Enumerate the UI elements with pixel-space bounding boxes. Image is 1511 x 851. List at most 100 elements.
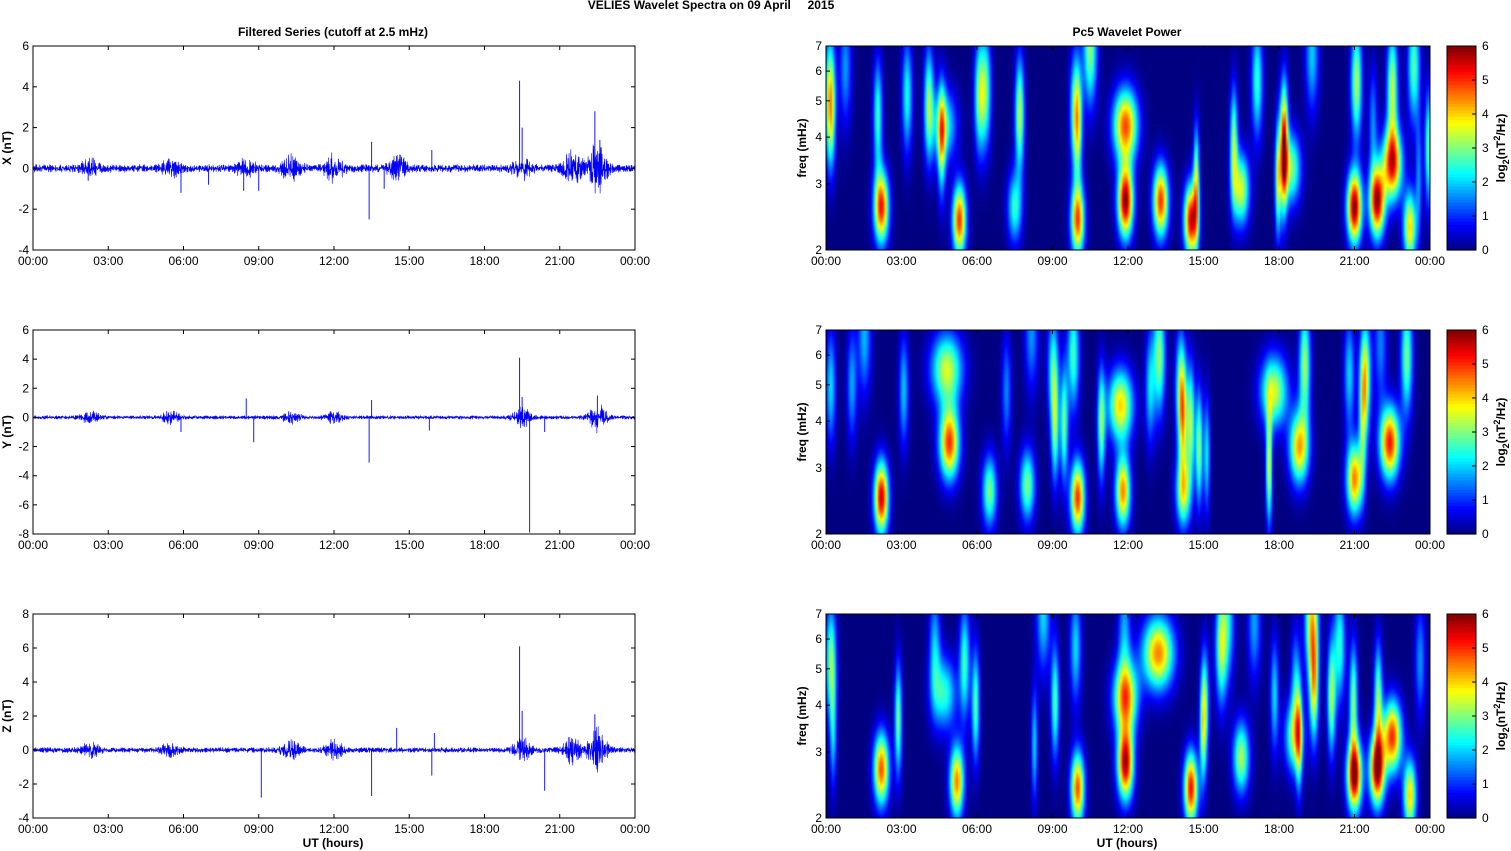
colorbar-swatch — [1447, 333, 1476, 337]
y-tick-label: 5 — [815, 378, 822, 392]
colorbar-tick-label: 6 — [1482, 39, 1489, 53]
colorbar-swatch — [1447, 227, 1476, 232]
colorbar-swatch — [1447, 805, 1476, 810]
y-tick-label: 5 — [815, 94, 822, 108]
colorbar-swatch — [1447, 65, 1476, 69]
colorbar-swatch — [1447, 221, 1476, 226]
colorbar-swatch — [1447, 170, 1476, 175]
colorbar-swatch — [1447, 470, 1476, 475]
ts-x-tick-label: 00:00 — [18, 822, 48, 836]
y-tick-label: -8 — [18, 527, 29, 541]
colorbar-swatch — [1447, 492, 1476, 497]
colorbar-swatch — [1447, 776, 1476, 781]
colorbar-swatch — [1447, 527, 1476, 532]
colorbar-swatch — [1447, 339, 1476, 344]
colorbar-swatch — [1447, 355, 1476, 360]
y-tick-label: 4 — [22, 80, 29, 94]
colorbar-swatch — [1447, 626, 1476, 631]
colorbar-swatch — [1447, 763, 1476, 768]
colorbar-swatch — [1447, 230, 1476, 235]
y-tick-label: -2 — [18, 440, 29, 454]
colorbar-swatch — [1447, 406, 1476, 411]
wv-x-tick-label: 18:00 — [1264, 822, 1294, 836]
colorbar-swatch — [1447, 814, 1476, 819]
colorbar-swatch — [1447, 483, 1476, 487]
colorbar-swatch — [1447, 668, 1476, 672]
y-tick-label: -4 — [18, 469, 29, 483]
colorbar-swatch — [1447, 649, 1476, 653]
ts-x-tick-label: 00:00 — [18, 538, 48, 552]
colorbar-swatch — [1447, 802, 1476, 806]
colorbar-swatch — [1447, 419, 1476, 424]
y-tick-label: 0 — [22, 743, 29, 757]
colorbar-swatch — [1447, 677, 1476, 682]
x-axis-label-left: UT (hours) — [303, 836, 364, 850]
ts-x-tick-label: 00:00 — [620, 822, 650, 836]
y-tick-label: 6 — [22, 39, 29, 53]
y-tick-label: 6 — [22, 641, 29, 655]
colorbar-swatch — [1447, 100, 1476, 104]
y-tick-label: 4 — [22, 352, 29, 366]
wv-x-tick-label: 21:00 — [1339, 254, 1369, 268]
colorbar-tick-label: 3 — [1482, 709, 1489, 723]
ts-x-tick-label: 00:00 — [620, 254, 650, 268]
colorbar-swatch — [1447, 747, 1476, 752]
colorbar-swatch — [1447, 738, 1476, 743]
colorbar-swatch — [1447, 690, 1476, 695]
colorbar-swatch — [1447, 798, 1476, 803]
colorbar-swatch — [1447, 74, 1476, 79]
colorbar-swatch — [1447, 447, 1476, 452]
colorbar-swatch — [1447, 623, 1476, 628]
colorbar-swatch — [1447, 614, 1476, 618]
ts-x-tick-label: 00:00 — [18, 254, 48, 268]
colorbar-swatch — [1447, 706, 1476, 711]
colorbar-swatch — [1447, 633, 1476, 637]
colorbar-swatch — [1447, 454, 1476, 459]
colorbar-swatch — [1447, 486, 1476, 490]
wv-x-tick-label: 15:00 — [1188, 822, 1218, 836]
wv-x-tick-label: 12:00 — [1113, 254, 1143, 268]
colorbar-swatch — [1447, 214, 1476, 219]
figure-title: VELIES Wavelet Spectra on 09 April 2015 — [588, 0, 835, 12]
colorbar-swatch — [1447, 132, 1476, 136]
colorbar-swatch — [1447, 157, 1476, 162]
colorbar-swatch — [1447, 460, 1476, 465]
colorbar-swatch — [1447, 179, 1476, 184]
colorbar-swatch — [1447, 176, 1476, 181]
colorbar-swatch — [1447, 365, 1476, 369]
colorbar-swatch — [1447, 451, 1476, 455]
y-tick-label: 4 — [815, 698, 822, 712]
y-tick-label: 3 — [815, 177, 822, 191]
colorbar-swatch — [1447, 735, 1476, 739]
wv-x-tick-label: 06:00 — [962, 254, 992, 268]
colorbar-swatch — [1447, 218, 1476, 222]
colorbar-swatch — [1447, 154, 1476, 159]
colorbar-swatch — [1447, 330, 1476, 334]
colorbar-swatch — [1447, 425, 1476, 430]
colorbar-swatch — [1447, 779, 1476, 784]
y-tick-label: 8 — [22, 607, 29, 621]
colorbar: 0 1 2 3 4 5 6 log2(nT2/Hz) — [1446, 607, 1511, 825]
colorbar-swatch — [1447, 444, 1476, 449]
colorbar-swatch — [1447, 189, 1476, 194]
wv-x-tick-label: 09:00 — [1037, 822, 1067, 836]
colorbar-swatch — [1447, 409, 1476, 414]
ts-x-tick-label: 06:00 — [168, 254, 198, 268]
colorbar-swatch — [1447, 384, 1476, 388]
colorbar-swatch — [1447, 696, 1476, 701]
colorbar-swatch — [1447, 722, 1476, 727]
colorbar-tick-label: 0 — [1482, 243, 1489, 257]
colorbar-swatch — [1447, 731, 1476, 736]
y-axis-label: Y (nT) — [0, 415, 14, 449]
colorbar-swatch — [1447, 467, 1476, 471]
ts-x-tick-label: 15:00 — [394, 254, 424, 268]
colorbar-swatch — [1447, 642, 1476, 647]
colorbar-swatch — [1447, 498, 1476, 503]
colorbar-tick-label: 5 — [1482, 73, 1489, 87]
colorbar-tick-label: 6 — [1482, 607, 1489, 621]
wavelet-heatmap — [826, 46, 1430, 250]
colorbar-swatch — [1447, 671, 1476, 676]
ts-x-tick-label: 06:00 — [168, 822, 198, 836]
colorbar-swatch — [1447, 77, 1476, 82]
y-tick-label: -4 — [18, 243, 29, 257]
